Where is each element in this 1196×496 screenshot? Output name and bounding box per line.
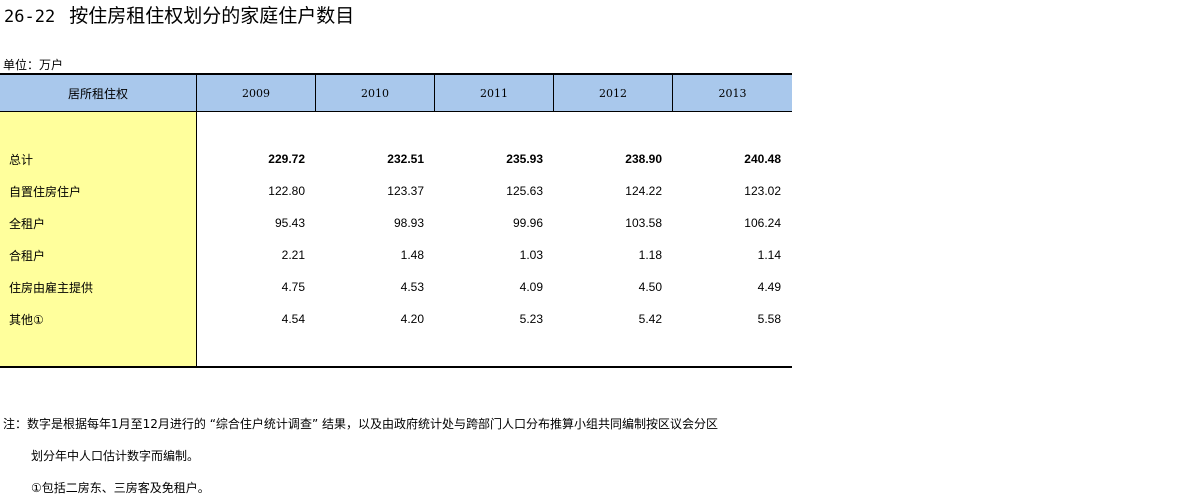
year-header: 2011	[435, 75, 554, 111]
row-label: 其他①	[9, 312, 44, 327]
cell-value: 5.42	[638, 312, 662, 326]
table-row: 其他① 4.54 4.20 5.23 5.42 5.58	[0, 303, 792, 335]
year-header: 2013	[718, 86, 747, 100]
year-header: 2010	[316, 75, 435, 111]
table-row: 合租户 2.21 1.48 1.03 1.18 1.14	[0, 239, 792, 271]
cell-value: 106.24	[744, 216, 781, 230]
cell-value: 1.18	[638, 248, 662, 262]
table-number: 26-22	[4, 7, 56, 27]
cell-value: 123.02	[744, 184, 781, 198]
cell-value: 4.09	[519, 280, 543, 294]
cell-value: 235.93	[506, 152, 543, 166]
cell-value: 4.53	[400, 280, 424, 294]
cell-value: 95.43	[274, 216, 305, 230]
cell-value: 4.49	[757, 280, 781, 294]
table-row-total: 总计 229.72 232.51 235.93 238.90 240.48	[0, 143, 792, 175]
unit-label: 单位：万户	[3, 58, 64, 72]
cell-value: 103.58	[625, 216, 662, 230]
table-header: 居所租住权 2009 2010 2011 2012 2013	[0, 75, 792, 112]
cell-value: 4.54	[281, 312, 305, 326]
year-header: 2012	[554, 75, 673, 111]
cell-value: 99.96	[512, 216, 543, 230]
stub-column	[0, 112, 197, 366]
footnote-line-1: 注：数字是根据每年1月至12月进行的 “综合住户统计调查” 结果，以及由政府统计…	[3, 417, 718, 431]
cell-value: 238.90	[625, 152, 662, 166]
cell-value: 124.22	[625, 184, 662, 198]
row-label: 全租户	[9, 216, 46, 231]
table-top-rule	[0, 73, 792, 75]
cell-value: 232.51	[387, 152, 424, 166]
table-row: 自置住房住户 122.80 123.37 125.63 124.22 123.0…	[0, 175, 792, 207]
footnote-line-2: 划分年中人口估计数字而编制。	[31, 449, 200, 463]
row-label: 自置住房住户	[9, 184, 82, 199]
row-label: 合租户	[9, 248, 46, 263]
footnote-line-3: ①包括二房东、三房客及免租户。	[31, 481, 210, 495]
cell-value: 1.14	[757, 248, 781, 262]
table-body: 总计 229.72 232.51 235.93 238.90 240.48 自置…	[0, 112, 792, 366]
cell-value: 5.58	[757, 312, 781, 326]
table-title: 按住房租住权划分的家庭住户数目	[69, 5, 355, 27]
cell-value: 1.48	[400, 248, 424, 262]
stub-header: 居所租住权	[0, 75, 197, 111]
cell-value: 2.21	[281, 248, 305, 262]
cell-value: 1.03	[519, 248, 543, 262]
cell-value: 4.20	[400, 312, 424, 326]
cell-value: 4.50	[638, 280, 662, 294]
cell-value: 123.37	[387, 184, 424, 198]
cell-value: 229.72	[268, 152, 305, 166]
page-title: 26-22 按住房租住权划分的家庭住户数目	[4, 4, 354, 29]
cell-value: 98.93	[393, 216, 424, 230]
cell-value: 240.48	[744, 152, 781, 166]
cell-value: 4.75	[281, 280, 305, 294]
year-header: 2009	[197, 75, 316, 111]
table-bottom-rule	[0, 366, 792, 368]
cell-value: 125.63	[506, 184, 543, 198]
table-row: 全租户 95.43 98.93 99.96 103.58 106.24	[0, 207, 792, 239]
data-table: 居所租住权 2009 2010 2011 2012 2013 总计 229.72…	[0, 73, 792, 368]
cell-value: 5.23	[519, 312, 543, 326]
table-row: 住房由雇主提供 4.75 4.53 4.09 4.50 4.49	[0, 271, 792, 303]
cell-value: 122.80	[268, 184, 305, 198]
row-label: 住房由雇主提供	[9, 280, 94, 295]
row-label: 总计	[9, 152, 34, 167]
